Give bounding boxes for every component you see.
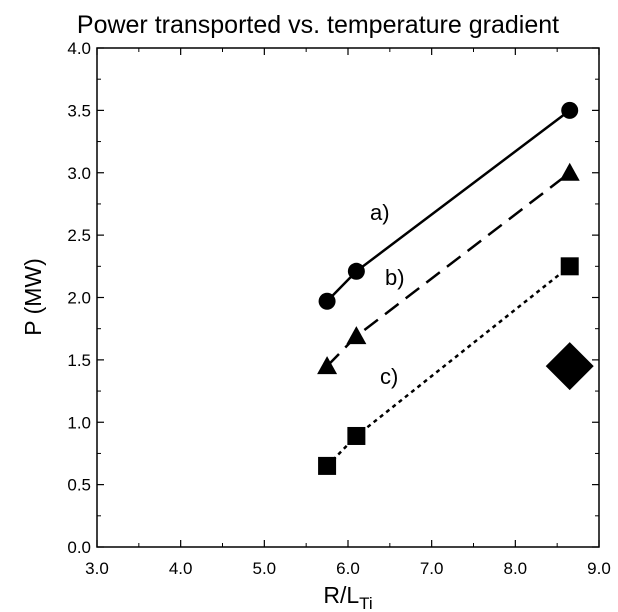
series-label-a: a) <box>370 200 390 225</box>
y-tick-label: 2.0 <box>67 289 91 308</box>
series-lines <box>326 109 571 467</box>
marker-circle-a <box>347 262 365 280</box>
y-tick-label: 3.5 <box>67 101 91 120</box>
marker-diamond <box>545 342 594 391</box>
y-axis-label: P (MW) <box>20 258 46 336</box>
y-tick-label: 0.5 <box>67 476 91 495</box>
x-tick-label: 7.0 <box>420 559 444 578</box>
x-tick-label: 4.0 <box>169 559 193 578</box>
x-tick-label: 9.0 <box>587 559 611 578</box>
marker-square-c <box>560 257 579 276</box>
y-tick-label: 4.0 <box>67 39 91 58</box>
marker-square-c <box>347 426 366 445</box>
y-tick-label: 1.5 <box>67 351 91 370</box>
data-markers <box>317 101 594 475</box>
y-tick-label: 3.0 <box>67 164 91 183</box>
y-tick-label: 2.5 <box>67 226 91 245</box>
x-tick-label: 3.0 <box>85 559 109 578</box>
x-tick-labels: 3.0 4.0 5.0 6.0 7.0 8.0 9.0 <box>85 559 611 578</box>
marker-square-c <box>318 456 337 475</box>
x-axis-label-main: R/L <box>323 582 359 608</box>
plot-frame <box>96 47 600 548</box>
marker-circle-a <box>318 292 336 310</box>
y-tick-label: 1.0 <box>67 413 91 432</box>
marker-triangle-b <box>559 162 580 181</box>
axis-ticks <box>96 47 600 548</box>
x-axis-label: R/LTi <box>323 582 372 612</box>
x-axis-label-subscript: Ti <box>359 594 373 612</box>
x-tick-label: 6.0 <box>336 559 360 578</box>
marker-triangle-b <box>317 356 338 375</box>
series-label-b: b) <box>385 265 405 290</box>
series-label-c: c) <box>380 364 398 389</box>
y-tick-labels: 0.0 0.5 1.0 1.5 2.0 2.5 3.0 3.5 4.0 <box>67 39 91 557</box>
x-tick-label: 5.0 <box>253 559 277 578</box>
x-tick-label: 8.0 <box>504 559 528 578</box>
y-tick-label: 0.0 <box>67 538 91 557</box>
marker-circle-a <box>561 101 579 119</box>
marker-triangle-b <box>346 326 367 345</box>
chart-title: Power transported vs. temperature gradie… <box>77 11 559 39</box>
